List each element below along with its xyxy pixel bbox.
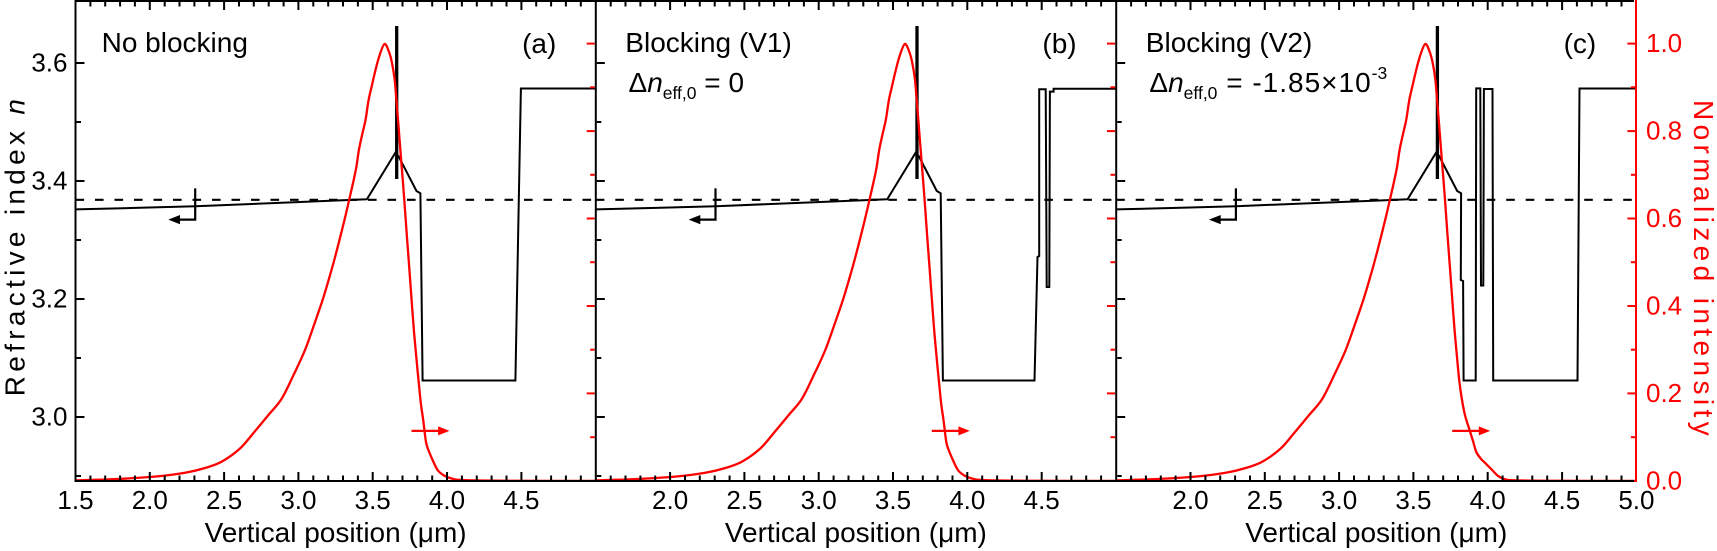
svg-text:4.5: 4.5 bbox=[1544, 485, 1580, 515]
svg-text:3.2: 3.2 bbox=[31, 284, 67, 314]
svg-text:Δneff,0 = 0: Δneff,0 = 0 bbox=[629, 67, 745, 103]
svg-text:Blocking (V1): Blocking (V1) bbox=[625, 27, 792, 58]
svg-text:0.0: 0.0 bbox=[1646, 465, 1682, 495]
svg-text:4.5: 4.5 bbox=[1024, 485, 1060, 515]
svg-text:Refractive index n: Refractive index n bbox=[0, 95, 31, 397]
svg-text:2.0: 2.0 bbox=[132, 485, 168, 515]
svg-text:2.0: 2.0 bbox=[652, 485, 688, 515]
svg-text:3.0: 3.0 bbox=[801, 485, 837, 515]
svg-text:5.0: 5.0 bbox=[1618, 485, 1654, 515]
svg-text:4.0: 4.0 bbox=[1470, 485, 1506, 515]
svg-text:0.4: 0.4 bbox=[1646, 291, 1682, 321]
svg-text:0.6: 0.6 bbox=[1646, 203, 1682, 233]
svg-text:2.5: 2.5 bbox=[206, 485, 242, 515]
svg-text:3.5: 3.5 bbox=[875, 485, 911, 515]
svg-text:0.8: 0.8 bbox=[1646, 116, 1682, 146]
svg-text:4.0: 4.0 bbox=[429, 485, 465, 515]
svg-text:(c): (c) bbox=[1564, 28, 1597, 59]
svg-text:2.0: 2.0 bbox=[1172, 485, 1208, 515]
svg-text:4.0: 4.0 bbox=[949, 485, 985, 515]
svg-text:3.0: 3.0 bbox=[1321, 485, 1357, 515]
svg-text:Normalized intensity: Normalized intensity bbox=[1688, 100, 1717, 440]
svg-text:0.2: 0.2 bbox=[1646, 378, 1682, 408]
svg-text:4.5: 4.5 bbox=[503, 485, 539, 515]
svg-text:3.0: 3.0 bbox=[280, 485, 316, 515]
svg-text:Blocking (V2): Blocking (V2) bbox=[1146, 27, 1313, 58]
svg-text:No blocking: No blocking bbox=[102, 27, 248, 58]
svg-text:3.0: 3.0 bbox=[31, 402, 67, 432]
svg-text:1.5: 1.5 bbox=[57, 485, 93, 515]
svg-text:Vertical position (μm): Vertical position (μm) bbox=[725, 517, 987, 548]
svg-text:Vertical position (μm): Vertical position (μm) bbox=[1245, 517, 1507, 548]
svg-text:3.5: 3.5 bbox=[1395, 485, 1431, 515]
svg-text:2.5: 2.5 bbox=[1247, 485, 1283, 515]
svg-text:(a): (a) bbox=[522, 28, 556, 59]
svg-text:3.6: 3.6 bbox=[31, 48, 67, 78]
svg-text:1.0: 1.0 bbox=[1646, 28, 1682, 58]
svg-text:2.5: 2.5 bbox=[726, 485, 762, 515]
svg-text:Vertical position (μm): Vertical position (μm) bbox=[205, 517, 467, 548]
svg-text:(b): (b) bbox=[1042, 28, 1076, 59]
svg-text:3.4: 3.4 bbox=[31, 166, 67, 196]
svg-text:Δneff,0 = -1.85×10-3: Δneff,0 = -1.85×10-3 bbox=[1149, 63, 1387, 103]
svg-text:3.5: 3.5 bbox=[355, 485, 391, 515]
